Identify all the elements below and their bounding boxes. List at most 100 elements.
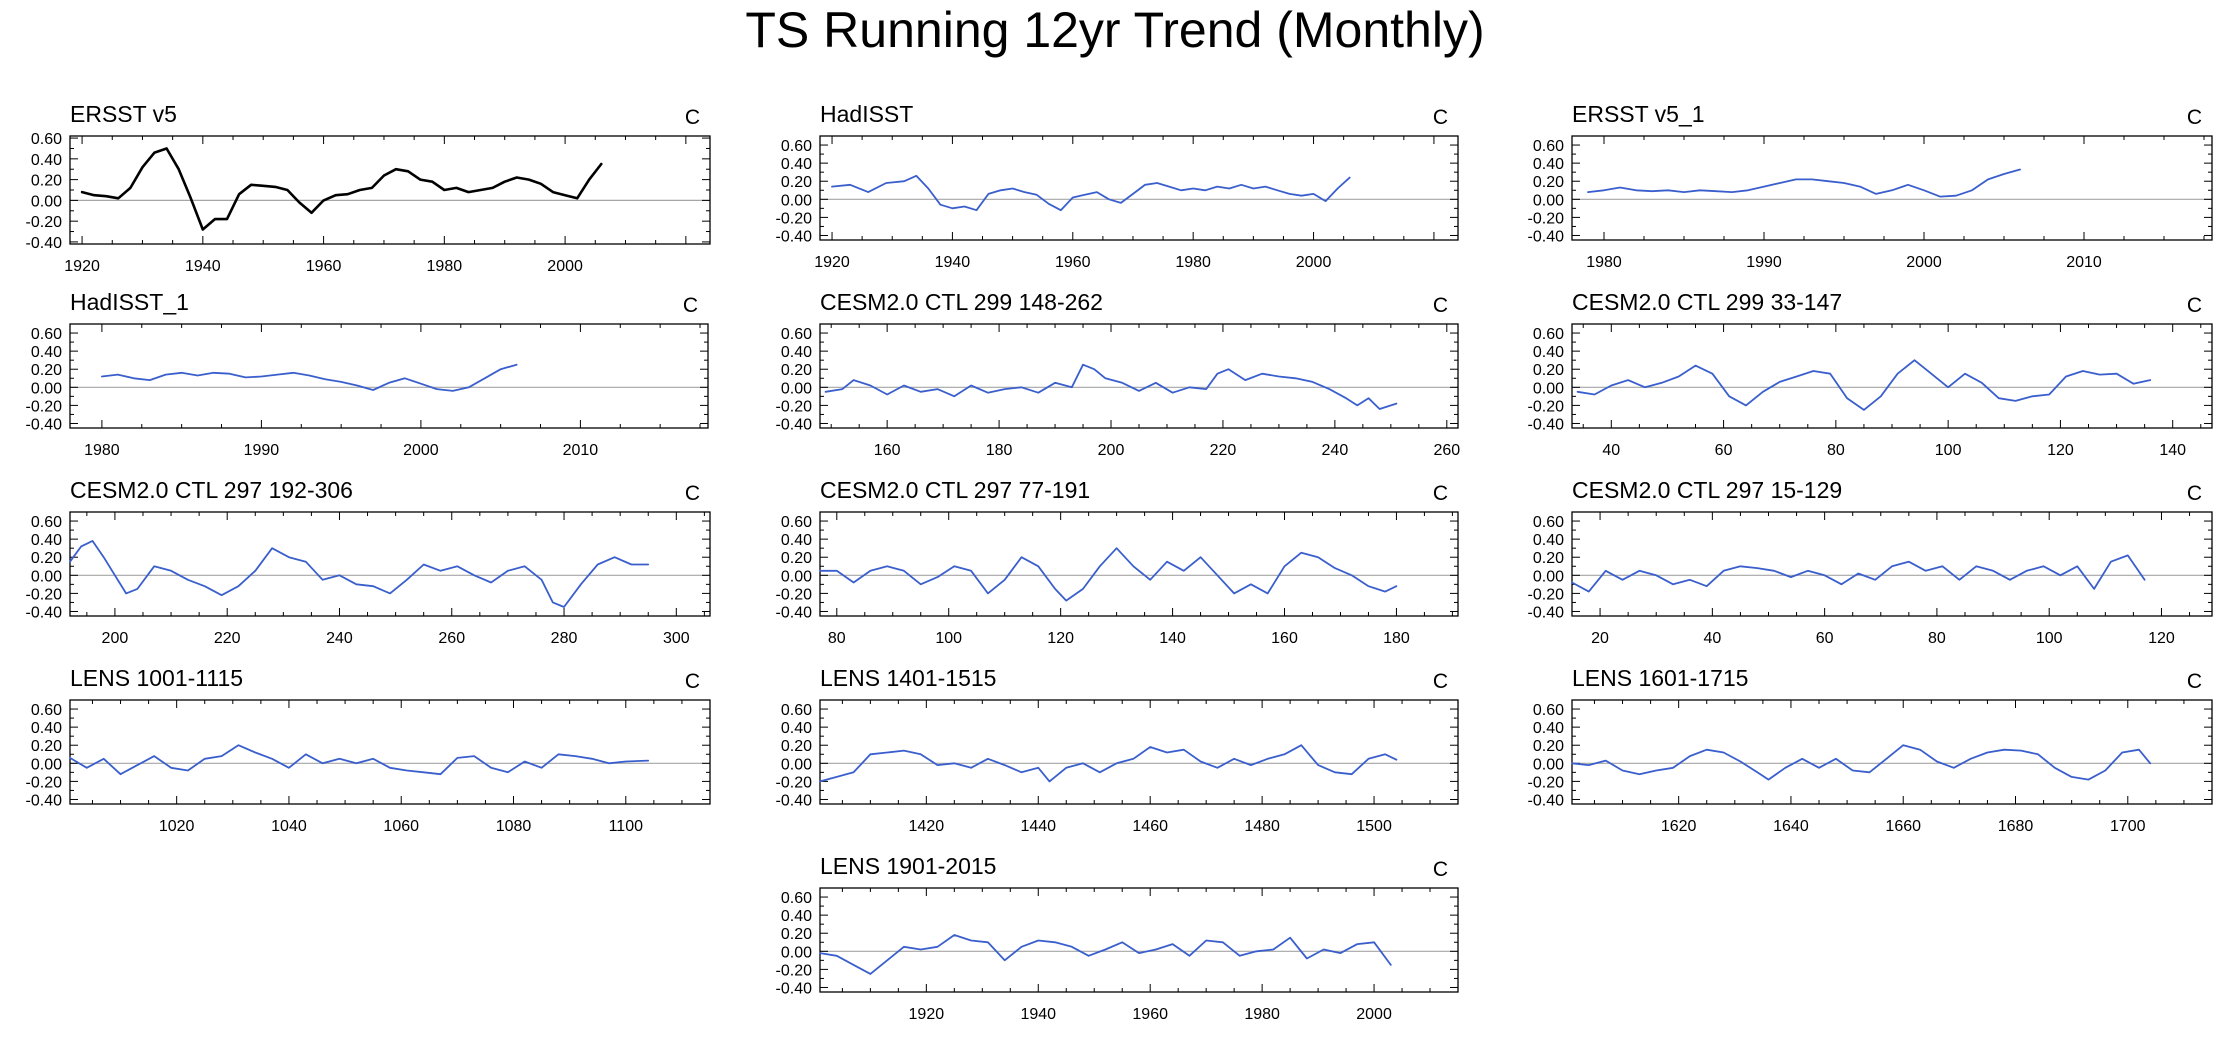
y-tick-label: 0.40	[1533, 532, 1564, 549]
series-line-1	[1571, 744, 2152, 781]
y-tick-label: -0.40	[776, 980, 813, 997]
x-tick-label: 1700	[2110, 818, 2146, 835]
y-tick-label: -0.40	[1528, 416, 1565, 433]
y-tick-label: -0.20	[776, 962, 813, 979]
panel-9: CESM2.0 CTL 297 15-129 C -0.40-0.200.000.2…	[1528, 477, 2213, 647]
x-tick-label: 1980	[1586, 254, 1622, 271]
plot-frame	[1571, 323, 2213, 429]
series-line-1	[831, 174, 1351, 212]
y-tick-label: 0.00	[781, 380, 812, 397]
panel-1: ERSST v5 C -0.40 -0.20 0.00 0.20 0.40 0.60 1920 1…	[26, 101, 711, 275]
y-tick-label: 0.00	[1533, 192, 1564, 209]
series-line-1	[1571, 554, 2146, 593]
x-tick-label: 1020	[159, 818, 195, 835]
y-tick-label: 0.60	[31, 514, 62, 531]
x-tick-label: 40	[1703, 630, 1721, 647]
panel-2: HadISST C -0.40-0.200.000.200.400.60 1920 19…	[776, 101, 1459, 271]
panel-units: C	[1433, 670, 1448, 693]
x-tick-label: 1990	[1746, 254, 1782, 271]
x-tick-label: 1680	[1998, 818, 2034, 835]
y-tick-label: -0.40	[26, 792, 63, 809]
panel-8: CESM2.0 CTL 297 77-191 C -0.40-0.200.000.2…	[776, 477, 1459, 647]
x-tick-label: 240	[1322, 442, 1349, 459]
x-tick-label: 1480	[1244, 818, 1280, 835]
y-tick-label: 0.00	[781, 192, 812, 209]
plot-frame	[819, 135, 1459, 241]
y-tick-label: 0.60	[1533, 702, 1564, 719]
x-tick-label: 300	[663, 630, 690, 647]
x-tick-label: 1980	[1244, 1006, 1280, 1023]
x-tick-label: 1620	[1661, 818, 1697, 835]
series-line-1	[819, 744, 1398, 783]
y-tick-label: 0.40	[31, 344, 62, 361]
y-tick-label: 0.20	[781, 550, 812, 567]
plot-frame	[1571, 511, 2213, 617]
y-tick-label: 0.20	[1533, 174, 1564, 191]
y-tick-label: -0.40	[1528, 792, 1565, 809]
x-tick-label: 1920	[64, 258, 100, 275]
y-tick-label: 0.20	[781, 174, 812, 191]
y-tick-label: -0.20	[776, 398, 813, 415]
y-tick-label: -0.40	[776, 416, 813, 433]
panel-units: C	[685, 482, 700, 505]
y-tick-label: 0.20	[1533, 362, 1564, 379]
y-tick-label: 0.00	[31, 568, 62, 585]
x-tick-label: 1940	[935, 254, 971, 271]
panel-title: HadISST_1	[70, 289, 189, 315]
panel-title: LENS 1401-1515	[820, 665, 996, 691]
x-tick-label: 1960	[1055, 254, 1091, 271]
y-tick-label: 0.00	[31, 380, 62, 397]
x-tick-label: 160	[874, 442, 901, 459]
panel-units: C	[1433, 294, 1448, 317]
y-tick-label: -0.20	[776, 210, 813, 227]
y-tick-label: 0.00	[781, 944, 812, 961]
panel-title: CESM2.0 CTL 297 192-306	[70, 477, 353, 503]
y-tick-label: 0.20	[781, 362, 812, 379]
y-tick-label: 0.60	[31, 131, 62, 148]
y-tick-label: 0.40	[781, 532, 812, 549]
y-tick-label: 0.40	[1533, 156, 1564, 173]
y-tick-label: 0.20	[31, 362, 62, 379]
y-tick-label: -0.20	[1528, 398, 1565, 415]
y-tick-label: -0.40	[26, 235, 63, 252]
panel-title: ERSST v5_1	[1572, 101, 1705, 127]
panel-units: C	[2187, 106, 2202, 129]
plot-frame	[69, 135, 711, 245]
panel-6: CESM2.0 CTL 299 33-147 C -0.40-0.200.000.2…	[1528, 289, 2213, 459]
y-tick-label: 0.00	[31, 756, 62, 773]
y-tick-label: 0.20	[781, 926, 812, 943]
panel-13: LENS 1901-2015 C -0.40-0.200.000.200.400.6…	[776, 853, 1459, 1023]
x-tick-label: 160	[1271, 630, 1298, 647]
y-tick-label: -0.40	[776, 228, 813, 245]
panel-title: LENS 1001-1115	[70, 665, 243, 691]
y-tick-label: -0.40	[776, 604, 813, 621]
x-tick-label: 1980	[1175, 254, 1211, 271]
y-tick-label: 0.40	[1533, 344, 1564, 361]
x-tick-label: 100	[1935, 442, 1962, 459]
panel-units: C	[1433, 482, 1448, 505]
x-tick-label: 180	[1383, 630, 1410, 647]
x-tick-label: 2000	[403, 442, 439, 459]
x-tick-label: 1940	[1020, 1006, 1056, 1023]
y-tick-label: 0.40	[781, 344, 812, 361]
panel-units: C	[2187, 482, 2202, 505]
panel-units: C	[1433, 106, 1448, 129]
x-tick-label: 140	[1159, 630, 1186, 647]
x-tick-label: 180	[986, 442, 1013, 459]
x-tick-label: 2000	[1356, 1006, 1392, 1023]
y-tick-label: -0.20	[26, 214, 63, 231]
panel-title: CESM2.0 CTL 297 77-191	[820, 477, 1090, 503]
y-tick-label: 0.20	[31, 173, 62, 190]
series-line-1	[1576, 359, 2152, 411]
x-tick-label: 200	[102, 630, 129, 647]
x-tick-label: 60	[1816, 630, 1834, 647]
y-tick-label: 0.60	[31, 326, 62, 343]
x-tick-label: 100	[935, 630, 962, 647]
series-line-1	[101, 363, 518, 392]
x-tick-label: 80	[1928, 630, 1946, 647]
y-tick-label: 0.20	[1533, 738, 1564, 755]
panel-3: ERSST v5_1 C -0.40-0.200.000.200.400.60 198…	[1528, 101, 2213, 271]
x-tick-label: 280	[551, 630, 578, 647]
x-tick-label: 1500	[1356, 818, 1392, 835]
